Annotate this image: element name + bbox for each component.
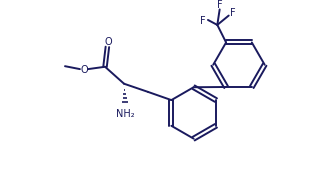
Text: F: F [217,0,223,10]
Text: NH₂: NH₂ [116,109,134,119]
Text: F: F [230,8,235,18]
Text: O: O [80,65,88,75]
Text: F: F [200,16,205,25]
Text: O: O [104,37,112,47]
